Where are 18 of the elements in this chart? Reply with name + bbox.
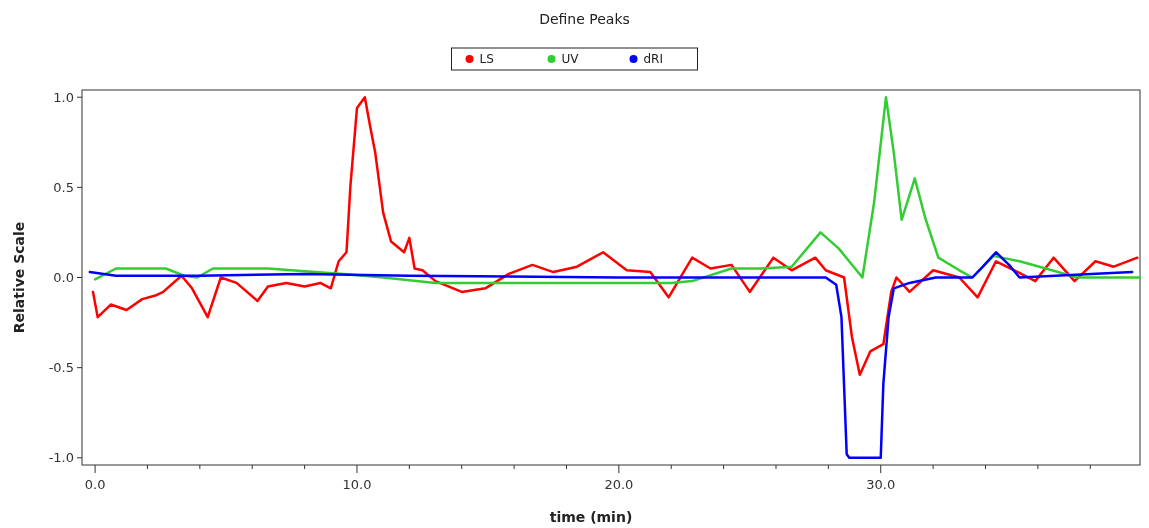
y-axis-title: Relative Scale [11,221,27,334]
x-tick-label: 20.0 [604,477,634,492]
line-series [93,95,1142,285]
y-tick-label: 0.5 [53,179,74,195]
line-series [88,251,1134,460]
y-tick-label: -0.5 [48,360,74,376]
x-tick-label: 30.0 [866,477,896,492]
y-tick-label: -1.0 [48,450,74,466]
y-tick-label: 1.0 [53,89,74,105]
x-tick-label: 0.0 [84,477,106,492]
legend-label: UV [561,52,580,66]
line-series [91,95,1139,377]
chart-title: Define Peaks [539,11,630,27]
x-tick-label: 10.0 [342,477,372,492]
legend-label: LS [479,52,494,66]
legend-label: dRI [643,52,663,66]
x-axis-title: time (min) [549,509,633,525]
y-tick-label: 0.0 [53,270,74,285]
